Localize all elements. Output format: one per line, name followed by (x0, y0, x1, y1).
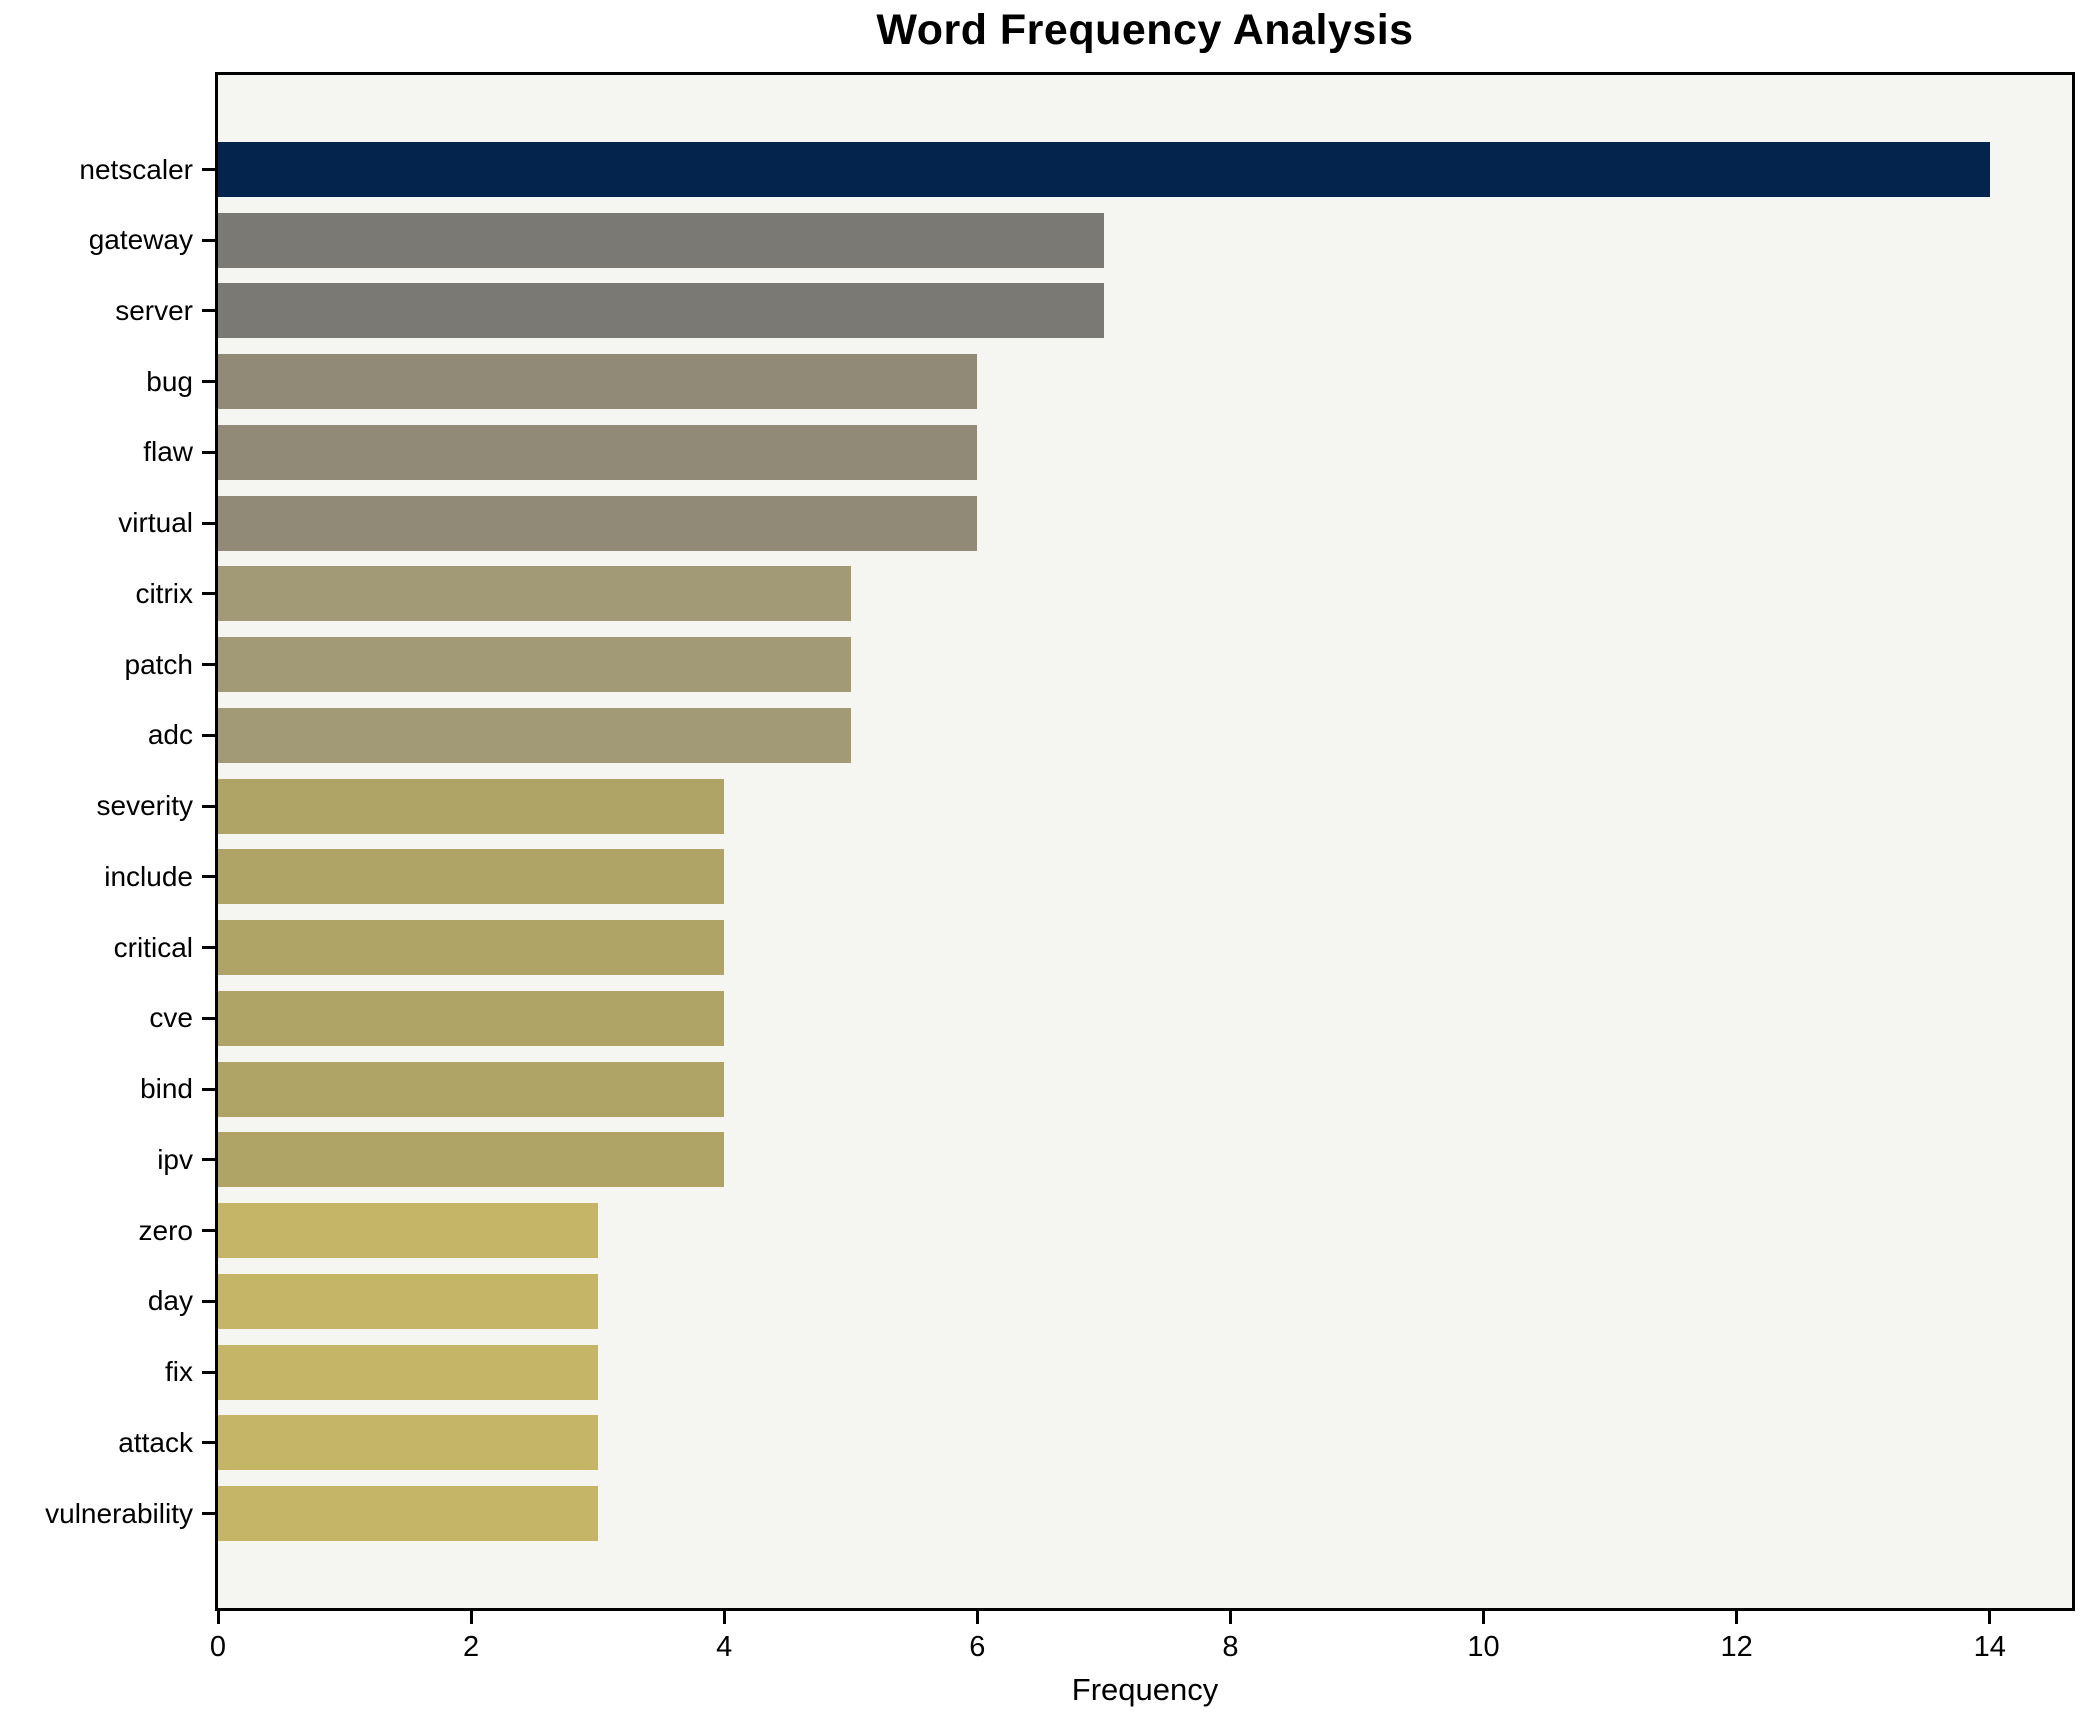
bar-severity (218, 778, 724, 834)
x-tick-label-12: 12 (1720, 1631, 1753, 1663)
y-tick-label-ipv: ipv (157, 1143, 193, 1175)
y-tick-label-virtual: virtual (118, 507, 193, 539)
y-tick-mark (202, 804, 215, 808)
y-tick-mark (202, 733, 215, 737)
x-tick-mark (975, 1611, 979, 1624)
y-tick-mark (202, 450, 215, 454)
y-tick-mark (202, 1370, 215, 1374)
y-tick-label-include: include (104, 860, 193, 892)
bar-cve (218, 990, 724, 1046)
x-tick-label-8: 8 (1222, 1631, 1239, 1663)
y-tick-label-bug: bug (146, 365, 193, 397)
x-tick-label-0: 0 (209, 1631, 227, 1663)
bar-virtual (218, 495, 977, 551)
x-tick-mark (1228, 1611, 1232, 1624)
bar-vulnerability (218, 1486, 598, 1542)
x-tick-label-10: 10 (1467, 1631, 1500, 1663)
bar-citrix (218, 566, 851, 622)
bar-gateway (218, 212, 1104, 268)
x-tick-mark (469, 1611, 473, 1624)
y-tick-mark (202, 592, 215, 596)
bar-patch (218, 637, 851, 693)
y-tick-label-vulnerability: vulnerability (45, 1497, 193, 1529)
y-tick-label-adc: adc (147, 719, 193, 751)
bar-critical (218, 920, 724, 976)
y-tick-label-attack: attack (118, 1426, 193, 1458)
bar-fix (218, 1344, 598, 1400)
x-tick-label-6: 6 (969, 1631, 986, 1663)
plot-area (215, 72, 2075, 1611)
y-tick-mark (202, 309, 215, 313)
y-tick-mark (202, 1441, 215, 1445)
bar-day (218, 1273, 598, 1329)
y-tick-label-netscaler: netscaler (79, 153, 193, 185)
y-tick-mark (202, 663, 215, 667)
y-tick-label-day: day (147, 1285, 193, 1317)
y-tick-mark (202, 1087, 215, 1091)
x-tick-mark (1735, 1611, 1739, 1624)
x-axis-title: Frequency (1071, 1672, 1219, 1707)
y-tick-mark (202, 380, 215, 384)
y-tick-label-server: server (115, 294, 193, 326)
y-tick-mark (202, 1158, 215, 1162)
y-tick-mark (202, 1229, 215, 1233)
x-tick-label-2: 2 (463, 1631, 480, 1663)
y-tick-label-patch: patch (124, 648, 194, 680)
y-tick-mark (202, 875, 215, 879)
y-tick-label-critical: critical (113, 931, 193, 963)
y-tick-label-zero: zero (138, 1214, 193, 1246)
x-tick-label-14: 14 (1973, 1631, 2006, 1663)
y-tick-mark (202, 1016, 215, 1020)
bar-include (218, 849, 724, 905)
bar-bug (218, 354, 977, 410)
bar-attack (218, 1415, 598, 1471)
y-tick-mark (202, 1512, 215, 1516)
y-tick-label-flaw: flaw (143, 436, 193, 468)
y-tick-mark (202, 521, 215, 525)
y-tick-label-fix: fix (165, 1356, 193, 1388)
bar-zero (218, 1203, 598, 1259)
y-tick-label-gateway: gateway (88, 224, 193, 256)
y-tick-label-cve: cve (149, 1002, 193, 1034)
bar-bind (218, 1061, 724, 1117)
y-tick-label-bind: bind (140, 1073, 193, 1105)
x-tick-mark (216, 1611, 220, 1624)
bar-ipv (218, 1132, 724, 1188)
y-tick-mark (202, 238, 215, 242)
bar-server (218, 283, 1104, 339)
bar-adc (218, 707, 851, 763)
x-tick-label-4: 4 (716, 1631, 733, 1663)
y-tick-label-citrix: citrix (135, 577, 193, 609)
y-tick-mark (202, 1299, 215, 1303)
x-tick-mark (1482, 1611, 1486, 1624)
y-tick-mark (202, 946, 215, 950)
x-tick-mark (1988, 1611, 1992, 1624)
bar-flaw (218, 424, 977, 480)
bar-netscaler (218, 142, 1990, 197)
y-tick-mark (202, 168, 215, 171)
chart-title: Word Frequency Analysis (876, 6, 1414, 54)
x-tick-mark (722, 1611, 726, 1624)
y-tick-label-severity: severity (96, 790, 193, 822)
